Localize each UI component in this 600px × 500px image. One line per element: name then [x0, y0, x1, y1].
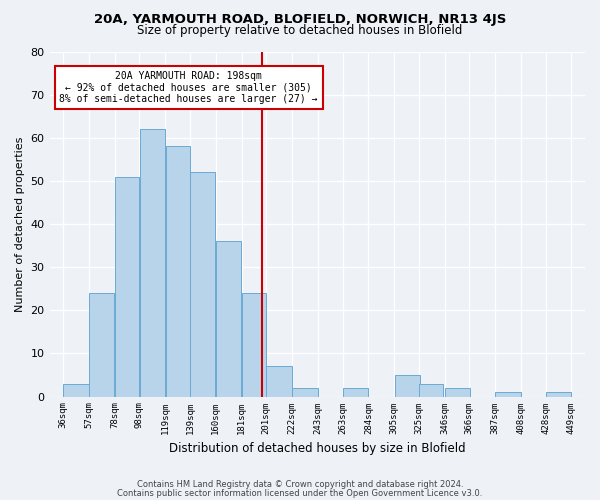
- Bar: [419, 384, 443, 396]
- Bar: [242, 293, 266, 397]
- Bar: [343, 388, 368, 396]
- Bar: [89, 293, 115, 397]
- Text: 20A, YARMOUTH ROAD, BLOFIELD, NORWICH, NR13 4JS: 20A, YARMOUTH ROAD, BLOFIELD, NORWICH, N…: [94, 12, 506, 26]
- Bar: [546, 392, 571, 396]
- Bar: [166, 146, 190, 396]
- Bar: [445, 388, 470, 396]
- Y-axis label: Number of detached properties: Number of detached properties: [15, 136, 25, 312]
- Bar: [64, 384, 89, 396]
- Bar: [496, 392, 521, 396]
- Bar: [190, 172, 215, 396]
- Bar: [140, 129, 165, 396]
- X-axis label: Distribution of detached houses by size in Blofield: Distribution of detached houses by size …: [169, 442, 466, 455]
- Text: 20A YARMOUTH ROAD: 198sqm
← 92% of detached houses are smaller (305)
8% of semi-: 20A YARMOUTH ROAD: 198sqm ← 92% of detac…: [59, 71, 318, 104]
- Bar: [266, 366, 292, 396]
- Text: Contains HM Land Registry data © Crown copyright and database right 2024.: Contains HM Land Registry data © Crown c…: [137, 480, 463, 489]
- Bar: [216, 242, 241, 396]
- Text: Contains public sector information licensed under the Open Government Licence v3: Contains public sector information licen…: [118, 488, 482, 498]
- Bar: [115, 176, 139, 396]
- Bar: [395, 375, 420, 396]
- Bar: [292, 388, 317, 396]
- Text: Size of property relative to detached houses in Blofield: Size of property relative to detached ho…: [137, 24, 463, 37]
